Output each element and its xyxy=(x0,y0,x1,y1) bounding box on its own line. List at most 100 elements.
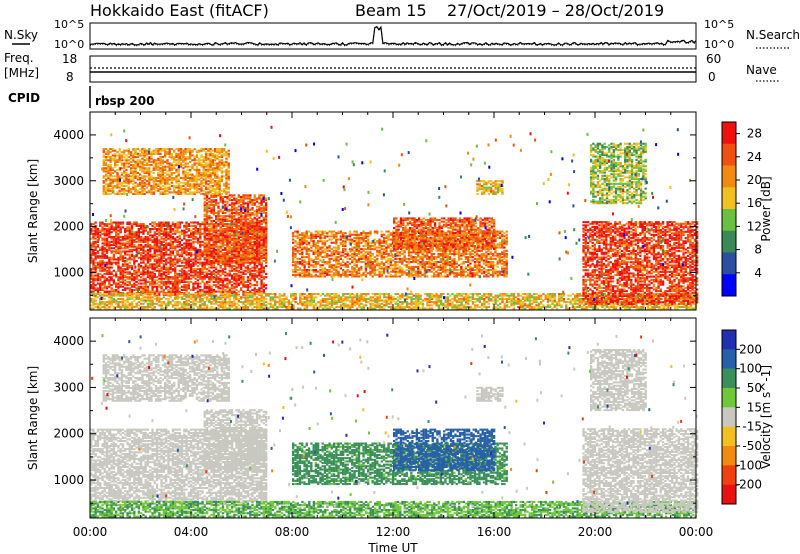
data-cell-power xyxy=(238,291,240,293)
data-cell-power xyxy=(229,194,231,196)
data-cell-power xyxy=(120,236,122,238)
data-cell-power xyxy=(179,293,181,295)
data-cell-power xyxy=(129,226,131,228)
data-cell-power xyxy=(144,182,146,184)
data-cell-power xyxy=(155,177,157,179)
data-cell-power xyxy=(179,301,181,303)
data-cell-power xyxy=(251,300,253,302)
data-cell-power xyxy=(137,148,139,150)
data-cell-power xyxy=(290,293,292,295)
data-cell-power xyxy=(213,204,215,206)
data-cell-power xyxy=(123,162,125,164)
data-cell-power xyxy=(151,300,153,302)
data-cell-power xyxy=(220,209,222,211)
data-cell-power xyxy=(179,231,181,233)
data-cell-power xyxy=(247,306,249,308)
data-cell-power xyxy=(254,217,256,219)
data-cell-power xyxy=(228,150,230,152)
data-cell-power xyxy=(258,217,260,219)
data-cell-power xyxy=(240,257,242,259)
data-cell-power xyxy=(220,293,222,295)
data-cell-power xyxy=(185,250,187,252)
data-cell-power xyxy=(130,164,132,166)
data-cell-power xyxy=(162,156,164,158)
data-cell-power xyxy=(113,306,115,308)
data-cell-power xyxy=(107,183,109,185)
data-cell-power xyxy=(129,281,131,283)
data-cell-power xyxy=(194,148,196,150)
data-cell-power xyxy=(235,218,237,220)
data-cell-power xyxy=(217,241,219,243)
data-cell-power xyxy=(171,153,173,155)
data-cell-power xyxy=(159,174,161,176)
data-cell-power xyxy=(95,293,97,295)
data-cell-power xyxy=(196,154,198,156)
data-cell-power xyxy=(206,242,208,244)
data-cell-power xyxy=(204,236,206,238)
data-cell-power xyxy=(260,275,262,277)
data-cell-power xyxy=(258,246,260,248)
data-cell-power xyxy=(208,270,210,272)
data-cell-power xyxy=(180,162,182,164)
data-cell-power xyxy=(106,255,108,257)
data-cell-power xyxy=(209,185,211,187)
data-cell-power xyxy=(129,308,131,310)
data-cell-power xyxy=(247,225,249,227)
data-cell-power xyxy=(208,201,210,203)
data-cell-power xyxy=(263,234,265,236)
data-cell-power xyxy=(151,225,153,227)
data-cell-power xyxy=(175,148,177,150)
data-cell-power xyxy=(195,225,197,227)
data-cell-power xyxy=(226,249,228,251)
data-cell-power xyxy=(249,291,251,293)
data-cell-power xyxy=(229,236,231,238)
data-cell-power xyxy=(97,287,99,289)
data-cell-power xyxy=(245,267,247,269)
data-cell-power xyxy=(223,183,225,185)
data-cell-power xyxy=(95,284,97,286)
data-cell-power xyxy=(263,249,265,251)
data-cell-power xyxy=(108,257,110,259)
data-cell-power xyxy=(165,228,167,230)
data-cell-power xyxy=(191,191,193,193)
data-cell-power xyxy=(156,296,158,298)
data-cell-power xyxy=(190,275,192,277)
station-title: Hokkaido East (fitACF) xyxy=(90,1,269,20)
data-cell-power xyxy=(263,230,265,232)
data-cell-power xyxy=(113,262,115,264)
data-cell-power xyxy=(226,236,228,238)
data-cell-power xyxy=(265,293,267,295)
data-cell-power xyxy=(213,303,215,305)
data-cell-power xyxy=(245,225,247,227)
data-cell-power xyxy=(148,148,150,150)
data-cell-power xyxy=(260,293,262,295)
nsky-label: N.Sky xyxy=(4,28,38,42)
data-cell-power xyxy=(212,150,214,152)
data-cell-power xyxy=(138,279,140,281)
data-cell-power xyxy=(125,169,127,171)
data-cell-power xyxy=(120,306,122,308)
data-cell-power xyxy=(225,169,227,171)
data-cell-power xyxy=(206,291,208,293)
data-cell-power xyxy=(176,273,178,275)
data-cell-power xyxy=(197,262,199,264)
data-cell-power xyxy=(249,194,251,196)
data-cell-power xyxy=(160,236,162,238)
data-cell-power xyxy=(154,298,156,300)
data-cell-power xyxy=(267,293,269,295)
data-cell-power xyxy=(188,228,190,230)
data-cell-power xyxy=(205,191,207,193)
data-cell-power xyxy=(106,223,108,225)
data-cell-power xyxy=(145,296,147,298)
data-cell-power xyxy=(140,236,142,238)
data-cell-power xyxy=(192,268,194,270)
data-cell-power xyxy=(132,148,134,150)
data-cell-power xyxy=(115,300,117,302)
data-cell-power xyxy=(229,214,231,216)
data-cell-power xyxy=(133,231,135,233)
data-cell-power xyxy=(95,262,97,264)
data-cell-power xyxy=(224,278,226,280)
data-cell-power xyxy=(179,241,181,243)
data-cell-power xyxy=(192,258,194,260)
data-cell-power xyxy=(190,289,192,291)
